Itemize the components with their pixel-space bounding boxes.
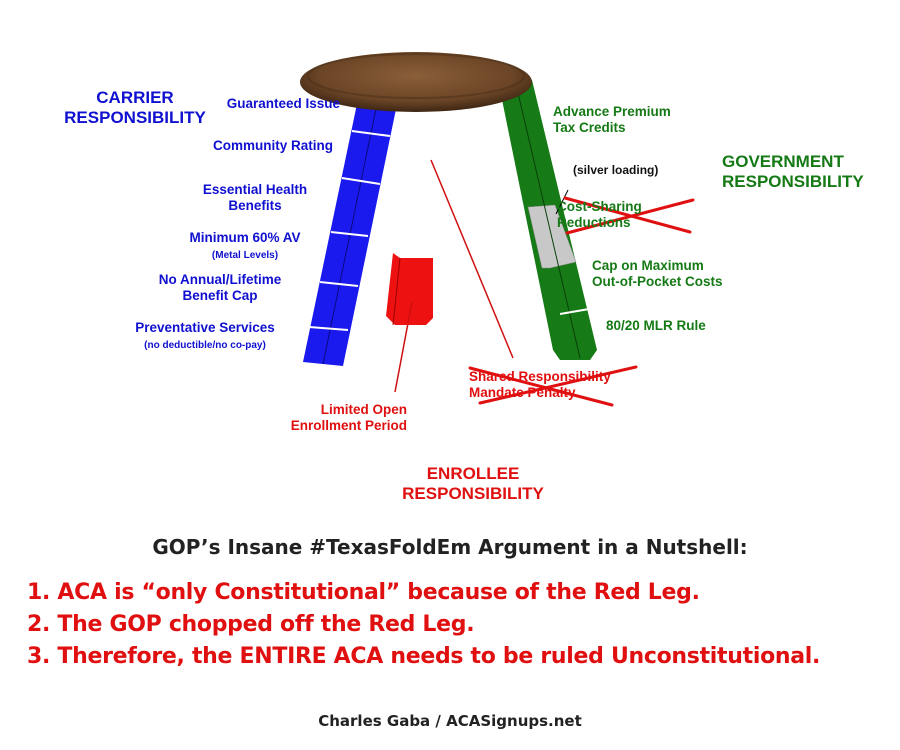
stool-seat: [300, 52, 532, 112]
silver-loading-label: (silver loading): [573, 163, 659, 177]
no-annual-lifetime-cap: No Annual/Lifetime Benefit Cap: [158, 272, 282, 304]
preventative-services: Preventative Services (no deductible/no c…: [135, 320, 275, 352]
community-rating: Community Rating: [213, 138, 333, 153]
shared-responsibility-penalty: Shared Responsibility Mandate Penalty: [469, 369, 611, 401]
cross-out-marks: [468, 196, 695, 407]
carrier-heading: CARRIER RESPONSIBILITY: [64, 88, 206, 128]
enrollee-heading: ENROLLEE RESPONSIBILITY: [402, 464, 544, 504]
point-3: 3. Therefore, the ENTIRE ACA needs to be…: [27, 644, 821, 669]
cap-on-max-oop: Cap on Maximum Out-of-Pocket Costs: [592, 258, 723, 290]
credit: Charles Gaba / ACASignups.net: [318, 712, 582, 730]
stool-illustration: [300, 52, 695, 407]
limited-open-enrollment: Limited Open Enrollment Period: [290, 402, 407, 434]
mlr-rule: 80/20 MLR Rule: [606, 318, 706, 333]
government-leg: [498, 79, 597, 360]
title: GOP’s Insane #TexasFoldEm Argument in a …: [152, 535, 748, 559]
minimum-av: Minimum 60% AV (Metal Levels): [189, 230, 301, 262]
essential-health-benefits: Essential Health Benefits: [202, 182, 308, 214]
carrier-leg: [303, 79, 402, 366]
point-1: 1. ACA is “only Constitutional” because …: [27, 580, 700, 605]
enrollee-leg-stub: [386, 253, 433, 326]
cost-sharing-reductions: Cost-Sharing Reductions: [557, 199, 642, 231]
government-heading: GOVERNMENT RESPONSIBILITY: [722, 152, 864, 192]
point-2: 2. The GOP chopped off the Red Leg.: [27, 612, 475, 637]
guaranteed-issue: Guaranteed Issue: [226, 96, 340, 111]
advance-premium-tax-credits: Advance Premium Tax Credits: [553, 104, 671, 136]
